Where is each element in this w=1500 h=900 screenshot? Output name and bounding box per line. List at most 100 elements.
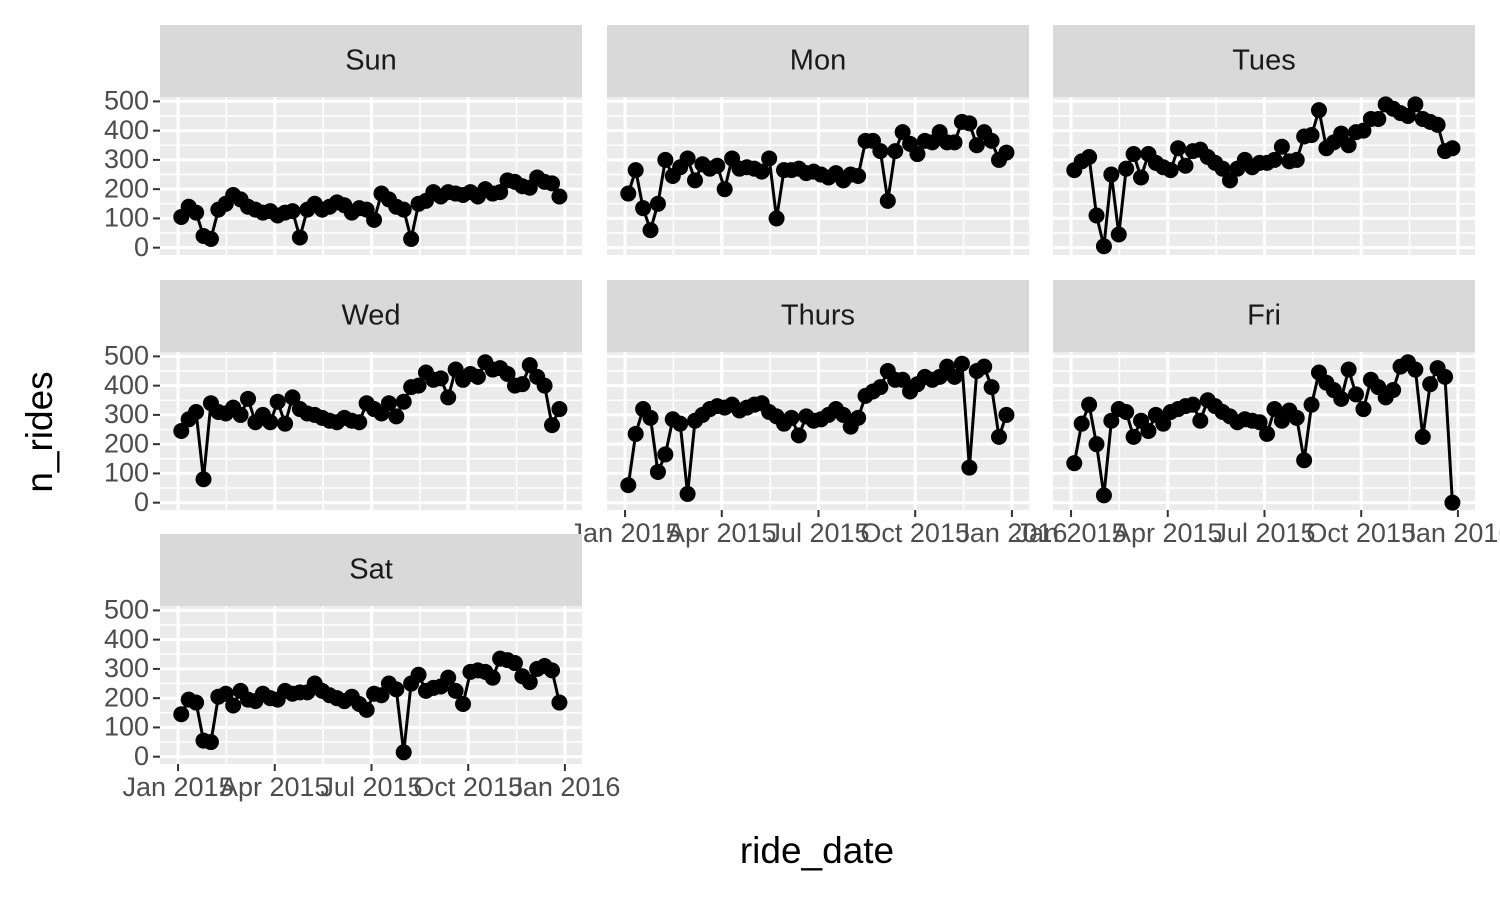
x-tick-label: Jan 2015	[569, 518, 680, 548]
data-point	[232, 406, 249, 423]
data-point	[544, 417, 561, 434]
y-tick-label: 0	[134, 232, 149, 262]
facet-label: Sun	[345, 45, 397, 77]
data-point	[1170, 140, 1187, 157]
data-point	[620, 185, 637, 202]
data-point	[1162, 162, 1179, 179]
data-point	[1288, 151, 1305, 168]
x-tick-label: Jul 2015	[1213, 518, 1315, 548]
x-tick-label: Jul 2015	[767, 518, 869, 548]
data-point	[1303, 396, 1320, 413]
data-point	[366, 211, 383, 228]
x-tick-label: Jul 2015	[320, 772, 422, 802]
data-point	[240, 390, 257, 407]
data-point	[447, 682, 464, 699]
data-point	[1340, 361, 1357, 378]
data-point	[850, 168, 867, 184]
data-point	[716, 181, 733, 198]
data-point	[173, 423, 190, 439]
data-point	[358, 701, 375, 718]
x-tick-label: Jan 2016	[1402, 518, 1500, 548]
data-point	[291, 229, 308, 246]
data-point	[642, 409, 659, 426]
data-point	[1407, 361, 1424, 378]
data-point	[373, 687, 390, 704]
data-point	[1288, 409, 1305, 426]
x-tick-label: Oct 2015	[413, 772, 523, 802]
data-point	[1399, 108, 1416, 125]
data-point	[521, 674, 538, 691]
data-point	[1340, 137, 1357, 154]
data-point	[1407, 96, 1424, 113]
data-point	[753, 163, 770, 180]
y-tick-label: 100	[104, 458, 149, 488]
data-point	[410, 377, 427, 394]
data-point	[1348, 386, 1365, 403]
data-point	[1088, 207, 1105, 224]
y-tick-label: 400	[104, 115, 149, 145]
data-point	[657, 446, 674, 463]
data-point	[403, 230, 420, 247]
data-point	[1422, 376, 1439, 393]
data-point	[1414, 428, 1431, 445]
data-point	[1110, 226, 1127, 243]
data-point	[536, 377, 553, 394]
data-point	[455, 696, 472, 713]
data-point	[1296, 452, 1313, 469]
data-point	[909, 146, 926, 163]
data-point	[1251, 414, 1268, 431]
data-point	[195, 471, 212, 488]
data-point	[1437, 368, 1454, 385]
data-point	[946, 368, 963, 385]
data-point	[440, 389, 457, 406]
data-point	[351, 414, 368, 431]
data-point	[687, 172, 704, 189]
data-point	[388, 681, 405, 698]
data-point	[1081, 148, 1098, 165]
data-point	[649, 195, 666, 212]
data-point	[262, 414, 279, 431]
data-point	[1133, 169, 1150, 186]
data-point	[1385, 382, 1402, 399]
x-tick-label: Apr 2015	[220, 772, 330, 802]
data-point	[1118, 403, 1135, 420]
data-point	[783, 409, 800, 426]
data-point	[850, 409, 867, 426]
data-point	[991, 428, 1008, 445]
data-point	[380, 395, 397, 412]
data-point	[551, 188, 568, 205]
data-point	[202, 230, 219, 247]
data-point	[961, 459, 978, 476]
facet-strip	[607, 25, 1029, 97]
data-point	[544, 662, 561, 679]
facet-strip	[1053, 280, 1475, 352]
facet-label: Thurs	[781, 300, 855, 332]
data-point	[946, 134, 963, 151]
data-point	[395, 393, 412, 410]
data-point	[1095, 487, 1112, 504]
y-tick-label: 100	[104, 203, 149, 233]
data-point	[188, 204, 205, 221]
data-point	[225, 697, 242, 714]
data-point	[1429, 116, 1446, 133]
data-point	[627, 425, 644, 442]
data-point	[620, 477, 637, 494]
data-point	[514, 376, 531, 393]
data-point	[1333, 390, 1350, 407]
data-point	[1192, 412, 1209, 429]
x-tick-label: Oct 2015	[860, 518, 970, 548]
data-point	[1221, 172, 1238, 189]
data-point	[469, 368, 486, 385]
data-point	[998, 406, 1015, 423]
facet-label: Sat	[349, 554, 393, 586]
data-point	[521, 357, 538, 374]
data-point	[1081, 396, 1098, 413]
data-point	[551, 401, 568, 418]
facet-label: Mon	[790, 45, 846, 77]
data-point	[998, 144, 1015, 161]
data-point	[1103, 412, 1120, 429]
data-point	[499, 365, 516, 382]
data-point	[1066, 455, 1083, 472]
facet-strip	[160, 25, 582, 97]
